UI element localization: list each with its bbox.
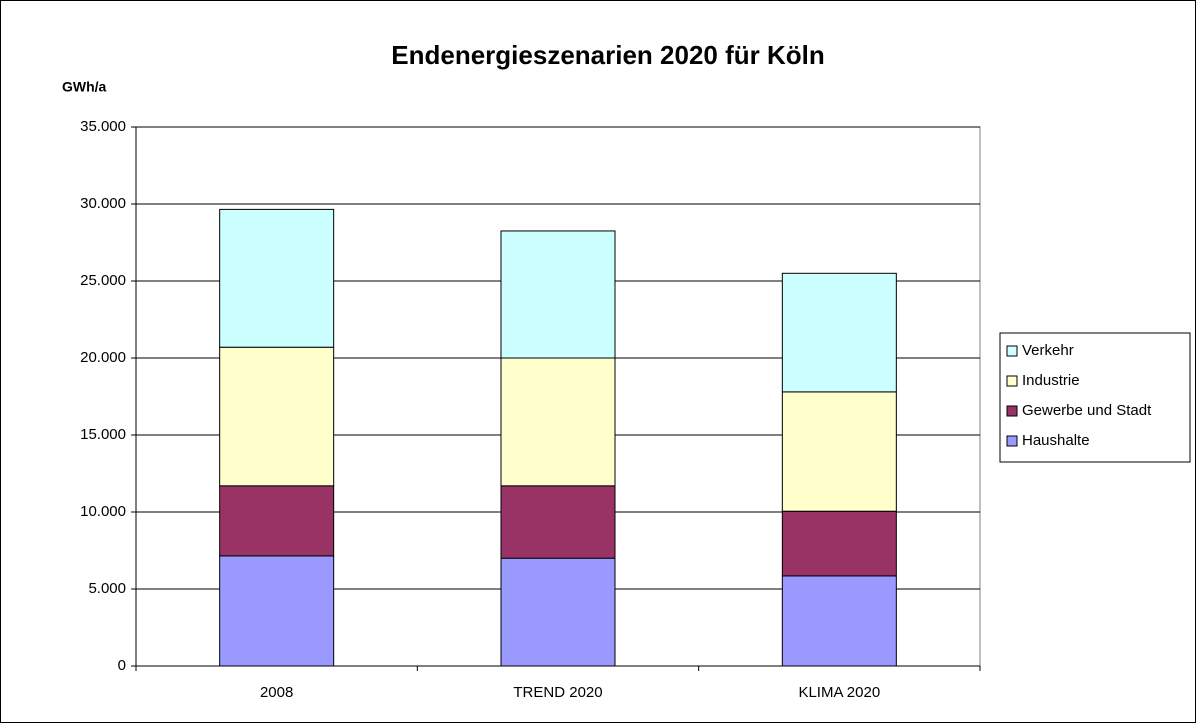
- legend-label: Gewerbe und Stadt: [1022, 402, 1152, 419]
- legend-box: [999, 332, 1191, 463]
- bar-segment: [219, 485, 335, 557]
- y-tick-label: 15.000: [80, 426, 126, 443]
- y-tick-label: 35.000: [80, 118, 126, 135]
- legend-label: Verkehr: [1022, 342, 1074, 359]
- bar-segment: [781, 575, 897, 667]
- bar-segment: [781, 272, 897, 393]
- legend-swatch: [1006, 375, 1018, 387]
- y-tick-label: 5.000: [88, 580, 126, 597]
- bar-segment: [500, 557, 616, 667]
- bar-segment: [219, 555, 335, 667]
- x-tick-label: 2008: [260, 684, 293, 701]
- legend-swatch: [1006, 435, 1018, 447]
- x-tick-label: TREND 2020: [513, 684, 602, 701]
- bar-segment: [500, 357, 616, 487]
- bar-segment: [500, 230, 616, 359]
- y-tick-label: 20.000: [80, 349, 126, 366]
- bar-segment: [781, 510, 897, 577]
- legend-label: Industrie: [1022, 372, 1080, 389]
- chart-title: Endenergieszenarien 2020 für Köln: [391, 40, 824, 70]
- legend-swatch: [1006, 345, 1018, 357]
- y-tick-label: 25.000: [80, 272, 126, 289]
- bar-segment: [500, 485, 616, 559]
- y-tick-label: 10.000: [80, 503, 126, 520]
- legend-swatch: [1006, 405, 1018, 417]
- x-tick-label: KLIMA 2020: [798, 684, 880, 701]
- legend-label: Haushalte: [1022, 432, 1090, 449]
- y-tick-label: 30.000: [80, 195, 126, 212]
- bar-segment: [219, 208, 335, 348]
- bar-segment: [781, 391, 897, 512]
- y-tick-label: 0: [118, 657, 126, 674]
- y-axis-label: GWh/a: [62, 79, 107, 95]
- bar-segment: [219, 346, 335, 487]
